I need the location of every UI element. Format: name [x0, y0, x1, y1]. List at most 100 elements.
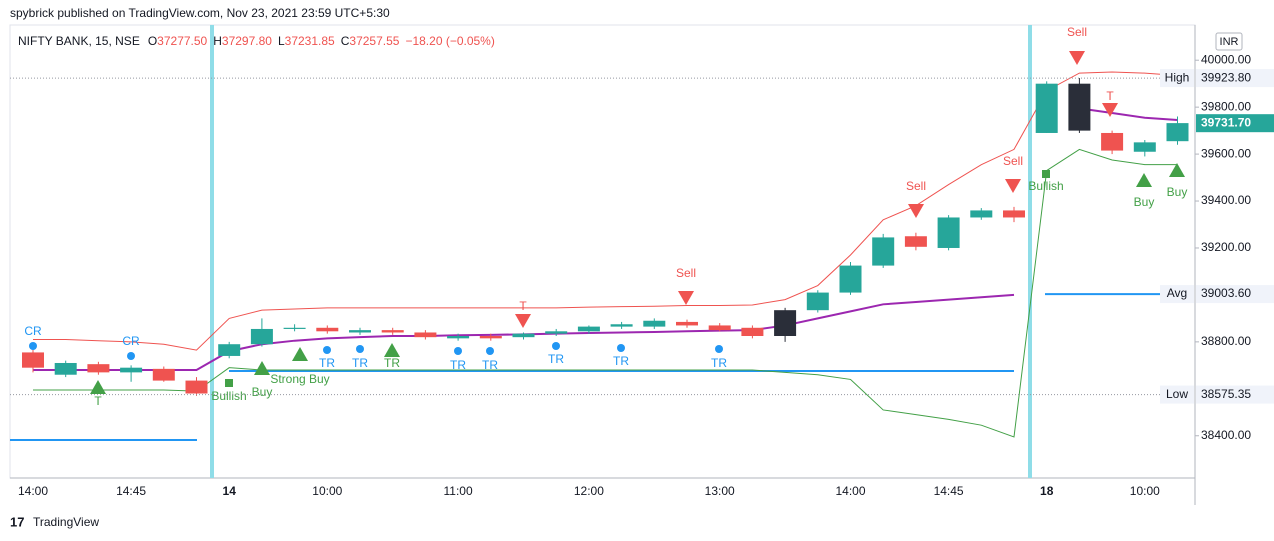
currency-box[interactable]	[1215, 32, 1243, 51]
y-tick-label: 39200.00	[1201, 240, 1251, 254]
price-tag-name-box	[1160, 385, 1194, 404]
x-tick-label: 12:00	[574, 484, 604, 498]
signal-label: CR	[24, 324, 42, 338]
candle-body	[1101, 132, 1124, 151]
price-tag-name: High	[1165, 70, 1190, 84]
candle-body	[937, 217, 960, 248]
signal-arrow-down	[1005, 179, 1021, 193]
x-tick-label: 14:45	[116, 484, 146, 498]
price-tag	[1196, 285, 1274, 304]
signal-dot	[617, 344, 625, 352]
signal-label: TR	[711, 356, 727, 370]
y-tick-label: 39800.00	[1201, 99, 1251, 113]
symbol: NIFTY BANK, 15, NSE	[18, 34, 140, 48]
signal-label: T	[519, 299, 527, 313]
signal-arrow-up	[90, 380, 106, 394]
signal-arrow-down	[678, 291, 694, 305]
signal-arrow-up	[292, 347, 308, 361]
candle-body	[610, 324, 633, 327]
x-tick-label: 14:00	[18, 484, 48, 498]
signal-dot	[323, 346, 331, 354]
x-tick-label: 14	[223, 484, 237, 498]
candle-body	[479, 335, 502, 339]
candle-body	[1166, 123, 1189, 142]
price-tag-name-box	[1160, 69, 1194, 88]
candle-body	[1133, 142, 1156, 152]
legend-value: 37297.80	[222, 34, 272, 48]
x-tick-label: 11:00	[444, 484, 473, 498]
y-tick-label: 39400.00	[1201, 193, 1251, 207]
signal-label: Sell	[676, 266, 696, 280]
indicator-line	[33, 148, 1178, 438]
x-tick-label: 14:45	[934, 484, 964, 498]
signal-arrow-down	[515, 314, 531, 328]
x-tick-label: 18	[1040, 484, 1054, 498]
signal-label: TR	[613, 354, 629, 368]
signal-square	[1042, 170, 1050, 178]
legend-key: O	[148, 34, 157, 48]
signal-label: Sell	[1003, 154, 1023, 168]
indicator-line	[33, 71, 1178, 351]
signal-label: Bullish	[1028, 179, 1063, 193]
signal-arrow-down	[1069, 51, 1085, 65]
candle-body	[283, 327, 306, 329]
candle-body	[1068, 83, 1091, 131]
signal-label: T	[94, 394, 102, 408]
candle-body	[1003, 210, 1025, 218]
signal-label: TR	[450, 358, 466, 372]
candle-body	[839, 265, 862, 293]
price-tag-value: 38575.35	[1201, 387, 1251, 401]
price-tag-name-box	[1160, 285, 1194, 304]
candle-body	[741, 327, 764, 336]
x-tick-label: 10:00	[1130, 484, 1160, 498]
price-tag	[1196, 385, 1274, 404]
price-tag-value: 39731.70	[1201, 115, 1251, 129]
signal-arrow-up	[384, 343, 400, 357]
price-tag-name: Avg	[1167, 286, 1187, 300]
x-tick-label: 13:00	[705, 484, 735, 498]
signal-square	[225, 379, 233, 387]
candle-body	[676, 321, 698, 326]
candle-body	[577, 326, 600, 332]
signal-label: T	[1106, 89, 1114, 103]
candle-body	[1035, 83, 1058, 133]
candle-body	[643, 320, 666, 327]
signal-dot	[454, 347, 462, 355]
signal-dot	[715, 345, 723, 353]
signal-label: Strong Buy	[270, 372, 329, 386]
session-separator	[210, 25, 214, 478]
signal-label: Buy	[252, 385, 273, 399]
session-separator	[1028, 25, 1032, 478]
logo-mark: 17	[10, 514, 24, 529]
legend-key: C	[341, 34, 350, 48]
signal-label: Buy	[1167, 185, 1188, 199]
legend-value: 37231.85	[285, 34, 335, 48]
price-tag	[1196, 69, 1274, 88]
candle-body	[774, 310, 797, 336]
signal-label: TR	[384, 356, 400, 370]
candle-body	[512, 333, 535, 338]
signal-label: TR	[548, 352, 564, 366]
legend-key: L	[278, 34, 285, 48]
currency[interactable]: INR	[1220, 36, 1239, 48]
footer: 17 TradingView	[10, 514, 99, 529]
candle-body	[414, 332, 437, 338]
candle-body	[970, 210, 993, 218]
candle-body	[349, 330, 371, 333]
price-tag	[1196, 114, 1274, 133]
y-tick-label: 40000.00	[1201, 52, 1251, 66]
signal-dot	[486, 347, 494, 355]
signal-arrow-up	[1136, 173, 1152, 187]
candle-body	[87, 364, 110, 373]
price-tag-value: 39923.80	[1201, 70, 1251, 84]
signal-label: Sell	[1067, 25, 1087, 39]
signal-label: TR	[482, 358, 498, 372]
legend-value: 37277.50	[157, 34, 207, 48]
x-tick-label: 14:00	[835, 484, 865, 498]
signal-label: Bullish	[211, 389, 246, 403]
signal-dot	[29, 342, 37, 350]
change: −18.20 (−0.05%)	[405, 34, 494, 48]
signal-dot	[127, 352, 135, 360]
candle-body	[152, 368, 175, 381]
